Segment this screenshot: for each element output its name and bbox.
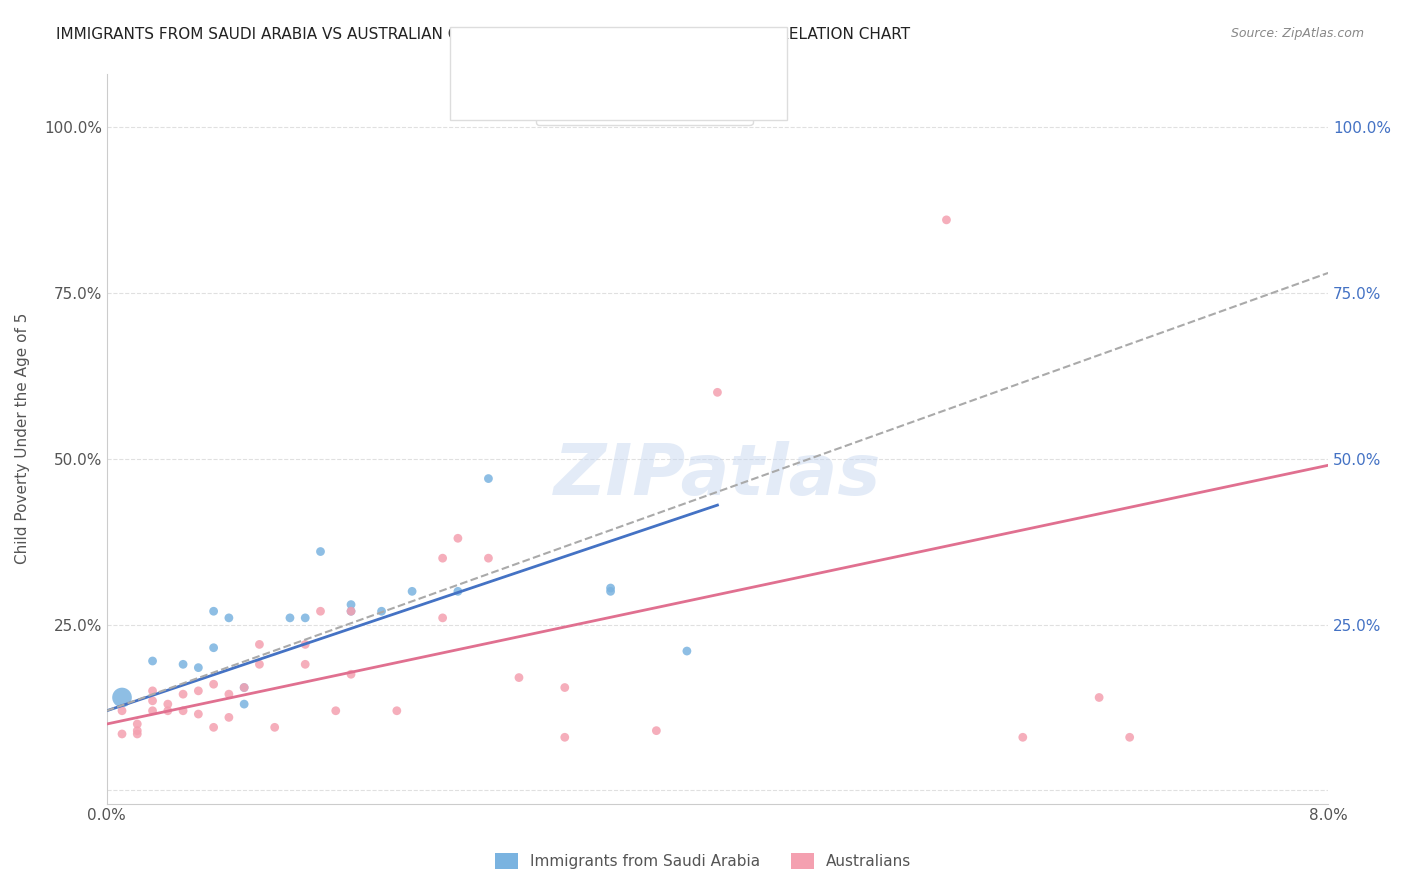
Point: [676, 644, 699, 658]
Point: [127, 723, 149, 738]
Point: [432, 551, 454, 566]
Point: [278, 611, 301, 625]
Point: [111, 727, 134, 741]
Point: [187, 707, 209, 722]
Point: [325, 704, 347, 718]
Point: [447, 531, 470, 545]
Point: [202, 640, 225, 655]
Point: [309, 544, 332, 558]
Point: [385, 704, 408, 718]
Point: [218, 710, 240, 724]
Point: [249, 637, 271, 651]
Point: [111, 690, 134, 705]
Point: [554, 681, 576, 695]
Point: [142, 694, 165, 708]
Point: [127, 727, 149, 741]
Point: [233, 681, 256, 695]
Point: [142, 683, 165, 698]
Point: [935, 212, 957, 227]
Point: [142, 654, 165, 668]
Point: [477, 551, 499, 566]
Point: [645, 723, 668, 738]
Point: [294, 657, 316, 672]
Point: [233, 697, 256, 711]
Text: ZIPatlas: ZIPatlas: [554, 441, 882, 509]
Text: IMMIGRANTS FROM SAUDI ARABIA VS AUSTRALIAN CHILD POVERTY UNDER THE AGE OF 5 CORR: IMMIGRANTS FROM SAUDI ARABIA VS AUSTRALI…: [56, 27, 910, 42]
Point: [294, 637, 316, 651]
Point: [477, 472, 499, 486]
Point: [508, 671, 530, 685]
Legend: R = 0.478   N = 21, R = 0.375   N = 42: R = 0.478 N = 21, R = 0.375 N = 42: [536, 68, 752, 126]
Point: [218, 687, 240, 701]
Point: [340, 604, 363, 618]
Point: [1118, 731, 1140, 745]
Point: [202, 720, 225, 734]
Point: [249, 657, 271, 672]
Point: [447, 584, 470, 599]
Point: [599, 584, 621, 599]
Point: [340, 604, 363, 618]
Legend: Immigrants from Saudi Arabia, Australians: Immigrants from Saudi Arabia, Australian…: [489, 847, 917, 875]
Point: [263, 720, 285, 734]
Point: [233, 681, 256, 695]
Point: [432, 611, 454, 625]
Point: [340, 667, 363, 681]
Point: [202, 677, 225, 691]
Point: [156, 704, 179, 718]
Text: Source: ZipAtlas.com: Source: ZipAtlas.com: [1230, 27, 1364, 40]
Y-axis label: Child Poverty Under the Age of 5: Child Poverty Under the Age of 5: [15, 313, 30, 565]
Point: [1088, 690, 1111, 705]
Point: [340, 598, 363, 612]
Point: [218, 611, 240, 625]
Point: [187, 660, 209, 674]
Point: [599, 581, 621, 595]
Point: [294, 611, 316, 625]
Point: [309, 604, 332, 618]
Point: [370, 604, 392, 618]
Point: [401, 584, 423, 599]
Point: [172, 687, 194, 701]
Point: [187, 683, 209, 698]
Point: [172, 704, 194, 718]
Point: [127, 717, 149, 731]
Point: [156, 697, 179, 711]
Point: [554, 731, 576, 745]
Point: [1011, 731, 1033, 745]
Point: [706, 385, 728, 400]
Point: [142, 704, 165, 718]
Point: [202, 604, 225, 618]
Point: [111, 704, 134, 718]
Point: [172, 657, 194, 672]
